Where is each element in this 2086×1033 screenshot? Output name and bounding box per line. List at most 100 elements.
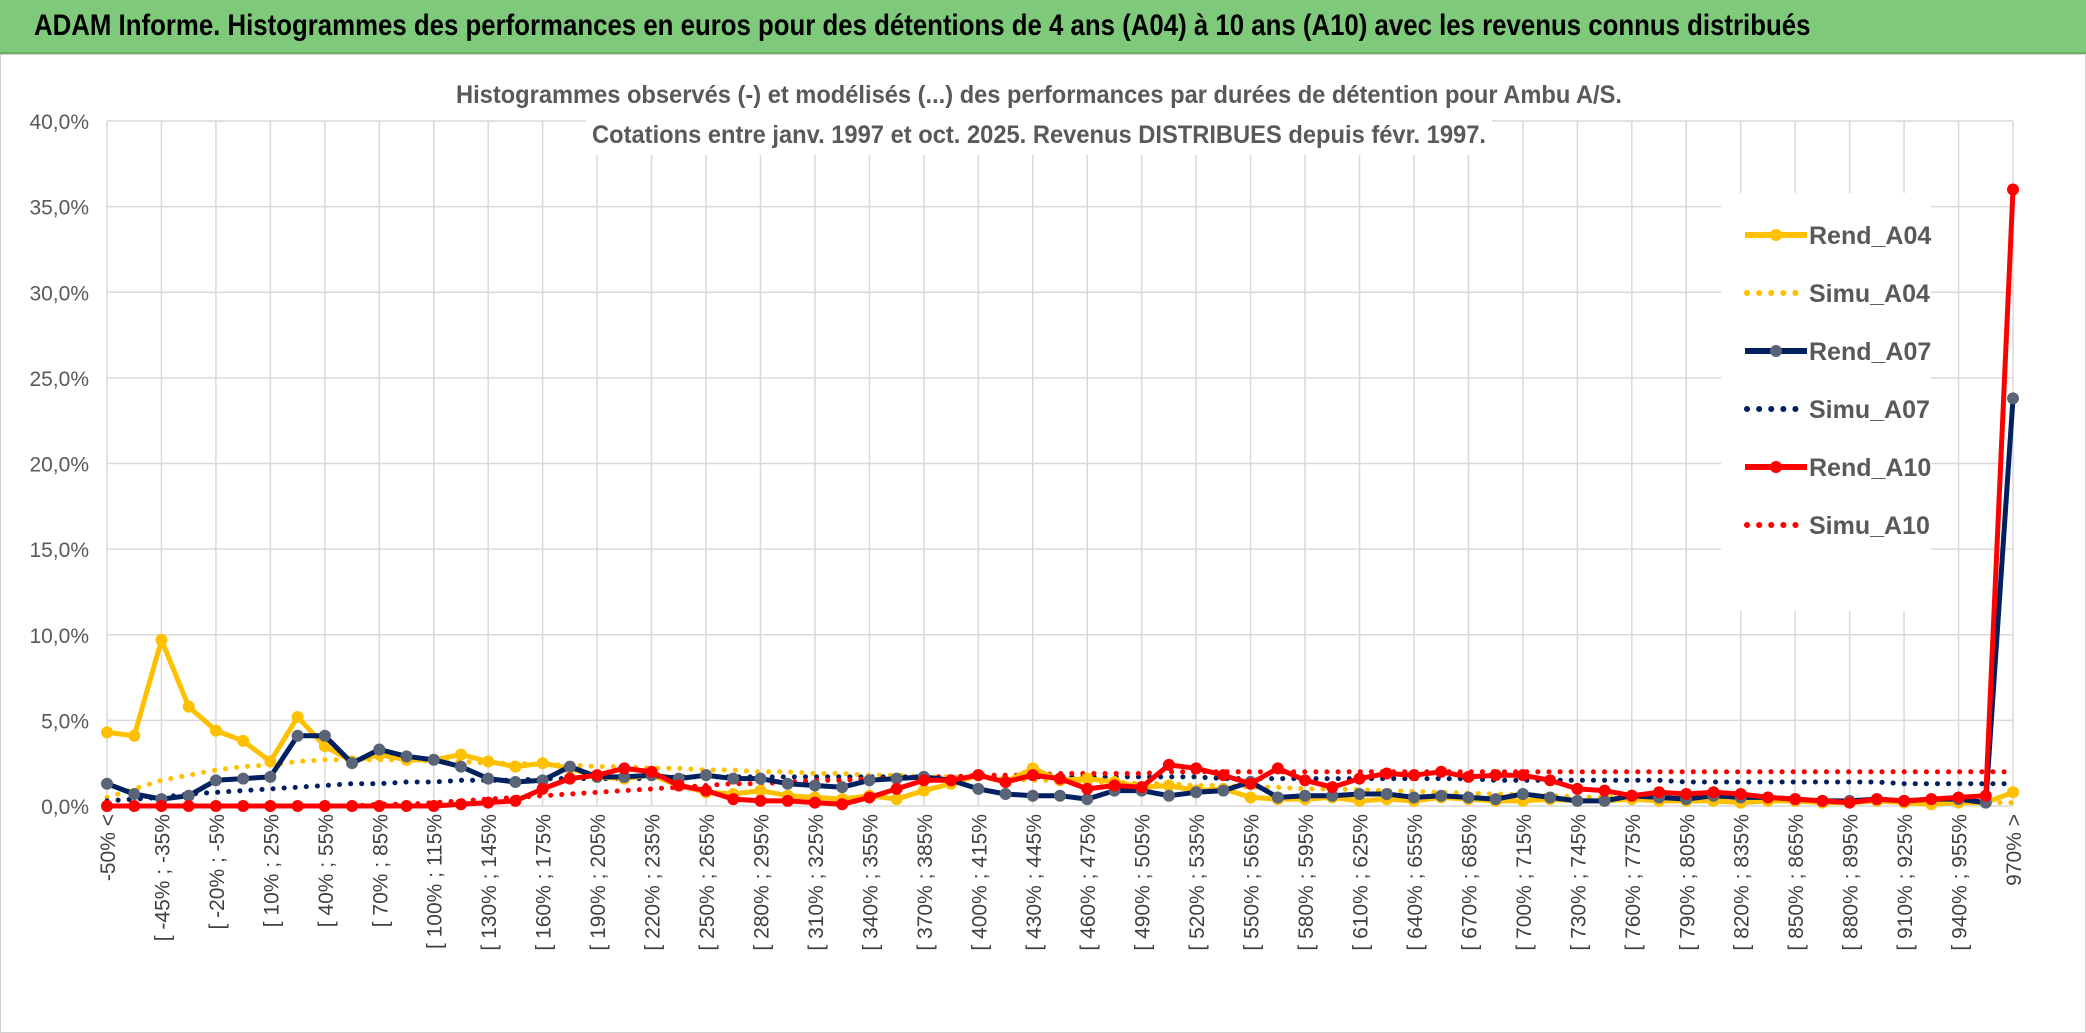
data-point bbox=[209, 724, 222, 737]
data-point bbox=[754, 794, 767, 807]
data-point bbox=[1653, 786, 1666, 799]
chart-titles: Histogrammes observés (-) et modélisés (… bbox=[449, 77, 1629, 155]
legend-item: Rend_A07 bbox=[1745, 338, 1931, 366]
data-point bbox=[482, 755, 495, 768]
data-point bbox=[754, 784, 767, 797]
data-point bbox=[863, 791, 876, 804]
data-point bbox=[1407, 791, 1420, 804]
chart-title: Histogrammes observés (-) et modélisés (… bbox=[456, 81, 1622, 109]
x-axis: -50% < [ -45% ; -35% [ -20% ; -5% [ 10% ; 2… bbox=[97, 814, 2026, 951]
data-point bbox=[1190, 762, 1203, 775]
data-point bbox=[1979, 789, 1992, 802]
chart-subtitle: Cotations entre janv. 1997 et oct. 2025.… bbox=[592, 121, 1486, 149]
data-point bbox=[237, 800, 250, 812]
x-tick-label: [ 160% ; 175% bbox=[533, 814, 556, 951]
data-point bbox=[645, 765, 658, 778]
data-point bbox=[672, 779, 685, 792]
data-point bbox=[1026, 769, 1039, 782]
data-point bbox=[1135, 781, 1148, 794]
data-point bbox=[1435, 789, 1448, 802]
data-point bbox=[101, 726, 113, 739]
data-point bbox=[101, 800, 113, 812]
legend-label: Rend_A04 bbox=[1809, 222, 1931, 250]
y-tick-label: 0,0% bbox=[41, 796, 89, 819]
data-point bbox=[128, 788, 141, 801]
data-point bbox=[917, 784, 930, 797]
data-point bbox=[1244, 777, 1257, 790]
data-point bbox=[1407, 769, 1420, 782]
chart-frame: 0,0% 5,0% 10,0% 15,0% 20,0% 25,0% 30,0% 35,0% 40… bbox=[0, 54, 2086, 1033]
x-tick-label: [ 10% ; 25% bbox=[260, 814, 283, 927]
data-point bbox=[373, 743, 386, 756]
data-point bbox=[182, 789, 195, 802]
data-point bbox=[727, 793, 740, 806]
data-point bbox=[1026, 789, 1039, 802]
data-point bbox=[373, 800, 386, 812]
data-point bbox=[972, 782, 985, 795]
x-tick-label: [ 280% ; 295% bbox=[750, 814, 773, 951]
data-point bbox=[182, 800, 195, 812]
data-point bbox=[1162, 779, 1175, 792]
data-point bbox=[781, 777, 794, 790]
data-point bbox=[1162, 789, 1175, 802]
x-tick-label: [ 370% ; 385% bbox=[914, 814, 937, 951]
data-point bbox=[999, 776, 1012, 789]
x-tick-label: [ 580% ; 595% bbox=[1295, 814, 1318, 951]
legend-item: Simu_A07 bbox=[1744, 396, 1930, 424]
x-tick-label: [ -20% ; -5% bbox=[206, 814, 229, 930]
data-point bbox=[400, 800, 413, 812]
data-point bbox=[1081, 772, 1094, 785]
data-point bbox=[1081, 782, 1094, 795]
data-point bbox=[972, 769, 985, 782]
y-tick-label: 10,0% bbox=[29, 625, 89, 648]
data-point bbox=[1816, 794, 1829, 807]
data-point bbox=[1054, 772, 1066, 785]
data-point bbox=[209, 800, 222, 812]
x-tick-label: [ 70% ; 85% bbox=[369, 814, 392, 927]
data-point bbox=[155, 633, 168, 646]
data-point bbox=[1843, 796, 1856, 809]
data-point bbox=[727, 772, 740, 785]
data-point bbox=[890, 793, 903, 806]
x-tick-label: [ 220% ; 235% bbox=[642, 814, 665, 951]
legend-marker bbox=[1770, 229, 1782, 241]
x-tick-label: [ 190% ; 205% bbox=[587, 814, 610, 951]
data-point bbox=[1489, 769, 1502, 782]
data-point bbox=[291, 729, 304, 742]
data-point bbox=[1925, 793, 1938, 806]
x-tick-label: [ -45% ; -35% bbox=[151, 814, 174, 941]
data-point bbox=[454, 798, 467, 811]
legend-background bbox=[1721, 193, 1931, 611]
data-point bbox=[237, 734, 250, 747]
data-point bbox=[1707, 786, 1720, 799]
data-point bbox=[509, 794, 522, 807]
y-tick-label: 25,0% bbox=[29, 368, 89, 391]
data-point bbox=[1571, 794, 1584, 807]
data-point bbox=[1190, 786, 1203, 799]
data-point bbox=[890, 772, 903, 785]
data-point bbox=[155, 800, 168, 812]
data-point bbox=[128, 729, 141, 742]
data-point bbox=[1789, 793, 1802, 806]
y-tick-label: 20,0% bbox=[29, 454, 89, 477]
legend-label: Simu_A07 bbox=[1809, 396, 1930, 424]
data-point bbox=[890, 782, 903, 795]
data-point bbox=[836, 798, 849, 811]
x-tick-label: [ 610% ; 625% bbox=[1350, 814, 1373, 951]
y-tick-label: 5,0% bbox=[41, 710, 89, 733]
data-point bbox=[482, 772, 495, 785]
data-point bbox=[1353, 772, 1366, 785]
x-tick-label: [ 460% ; 475% bbox=[1077, 814, 1100, 951]
data-point bbox=[563, 772, 576, 785]
x-tick-label: [ 340% ; 355% bbox=[859, 814, 882, 951]
data-point bbox=[700, 769, 713, 782]
data-point bbox=[1435, 765, 1448, 778]
y-tick-label: 40,0% bbox=[29, 111, 89, 134]
data-point bbox=[1734, 788, 1747, 801]
data-point bbox=[563, 760, 576, 773]
x-tick-label: 970% > bbox=[2003, 814, 2026, 886]
data-point bbox=[1898, 794, 1911, 807]
data-point bbox=[509, 776, 522, 789]
data-point bbox=[454, 748, 467, 761]
data-point bbox=[1625, 789, 1638, 802]
